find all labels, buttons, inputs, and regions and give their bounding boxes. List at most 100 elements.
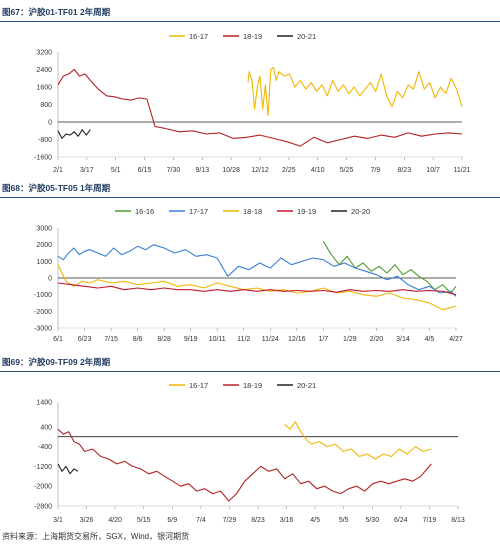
x-tick-label: 7/9 bbox=[371, 167, 381, 174]
chart-title: 图69：沪胶09-TF09 2年周期 bbox=[2, 357, 111, 367]
x-tick-label: 10/11 bbox=[209, 336, 226, 343]
legend-item: 18-19 bbox=[223, 381, 262, 390]
legend-item: 20-20 bbox=[331, 207, 370, 216]
x-tick-label: 6/23 bbox=[78, 336, 92, 343]
legend-item: 18-19 bbox=[223, 32, 262, 41]
y-tick-label: 1400 bbox=[36, 400, 52, 407]
legend-item: 20-21 bbox=[277, 381, 316, 390]
line-chart: 16-17 18-19 20-21 3200 2400 1600 800 0 -800 -1600… bbox=[34, 32, 471, 174]
series-line-20-21 bbox=[57, 129, 91, 139]
legend-label: 18-18 bbox=[243, 207, 262, 216]
x-tick-label: 2/1 bbox=[53, 167, 63, 174]
x-tick-label: 8/23 bbox=[397, 167, 411, 174]
chart-panel-68: 图68：沪胶05-TF05 1年周期 16-16 17-17 18-18 19-19 2… bbox=[0, 180, 500, 350]
x-tick-label: 11/24 bbox=[262, 336, 279, 343]
legend-label: 17-17 bbox=[189, 207, 208, 216]
y-tick-label: 0 bbox=[48, 120, 52, 127]
y-tick-label: 3000 bbox=[36, 226, 52, 233]
x-tick-label: 11/21 bbox=[454, 167, 471, 174]
series-line-20-21 bbox=[57, 463, 79, 475]
x-tick-label: 8/13 bbox=[451, 517, 465, 524]
x-tick-label: 3/17 bbox=[80, 167, 94, 174]
title-divider bbox=[0, 371, 500, 372]
y-tick-label: 2000 bbox=[36, 242, 52, 249]
legend-label: 18-19 bbox=[243, 32, 262, 41]
y-tick-label: -3000 bbox=[34, 326, 52, 333]
x-tick-label: 5/30 bbox=[365, 517, 379, 524]
series-line-18-19 bbox=[57, 68, 463, 147]
y-tick-label: 3200 bbox=[36, 50, 52, 57]
x-tick-label: 5/5 bbox=[339, 517, 349, 524]
legend-label: 19-19 bbox=[297, 207, 316, 216]
source-note: 资料来源：上海期货交易所，SGX，Wind，银河期货 bbox=[2, 532, 190, 541]
legend-item: 16-16 bbox=[115, 207, 154, 216]
series-line-16-17 bbox=[247, 66, 463, 116]
y-tick-label: -2000 bbox=[34, 484, 52, 491]
x-tick-label: 1/7 bbox=[318, 336, 328, 343]
series-line-18-19 bbox=[57, 428, 432, 502]
series-line-16-16 bbox=[322, 241, 457, 294]
chart-title: 图67：沪胶01-TF01 2年周期 bbox=[2, 7, 111, 17]
y-tick-label: 400 bbox=[40, 424, 52, 431]
x-tick-label: 10/7 bbox=[426, 167, 440, 174]
legend-item: 16-17 bbox=[169, 381, 208, 390]
x-tick-label: 2/20 bbox=[370, 336, 384, 343]
legend-item: 20-21 bbox=[277, 32, 316, 41]
legend-label: 20-20 bbox=[351, 207, 370, 216]
series-line-19-19 bbox=[57, 282, 457, 296]
y-tick-label: -2000 bbox=[34, 309, 52, 316]
title-divider bbox=[0, 197, 500, 198]
x-tick-label: 5/25 bbox=[340, 167, 354, 174]
x-tick-label: 4/20 bbox=[108, 517, 122, 524]
legend-item: 17-17 bbox=[169, 207, 208, 216]
chart-panel-69: 图69：沪胶09-TF09 2年周期 16-17 18-19 20-21 1400 40… bbox=[0, 354, 500, 529]
x-tick-label: 6/9 bbox=[167, 517, 177, 524]
legend-label: 16-17 bbox=[189, 381, 208, 390]
x-tick-label: 11/2 bbox=[237, 336, 250, 343]
x-tick-label: 4/5 bbox=[310, 517, 320, 524]
x-tick-label: 4/27 bbox=[449, 336, 463, 343]
series-line-18-18 bbox=[57, 264, 457, 311]
x-tick-label: 5/15 bbox=[137, 517, 151, 524]
y-tick-label: 0 bbox=[48, 276, 52, 283]
line-chart: 16-17 18-19 20-21 1400 400 -400 -1200 -2000 -280… bbox=[34, 381, 465, 524]
legend-label: 20-21 bbox=[297, 32, 316, 41]
x-tick-label: 3/1 bbox=[53, 517, 63, 524]
x-tick-label: 3/16 bbox=[280, 517, 294, 524]
x-tick-label: 7/29 bbox=[223, 517, 237, 524]
chart-title: 图68：沪胶05-TF05 1年周期 bbox=[2, 183, 111, 193]
x-tick-label: 8/6 bbox=[133, 336, 143, 343]
legend-label: 16-16 bbox=[135, 207, 154, 216]
x-tick-label: 2/25 bbox=[282, 167, 296, 174]
x-tick-label: 10/28 bbox=[222, 167, 240, 174]
legend-item: 16-17 bbox=[169, 32, 208, 41]
series-line-17-17 bbox=[57, 244, 457, 297]
y-tick-label: 1000 bbox=[36, 259, 52, 266]
y-tick-label: -1600 bbox=[34, 155, 52, 162]
title-divider bbox=[0, 21, 500, 22]
x-tick-label: 6/24 bbox=[394, 517, 408, 524]
y-tick-label: -1000 bbox=[34, 292, 52, 299]
x-tick-label: 7/15 bbox=[104, 336, 118, 343]
legend-label: 20-21 bbox=[297, 381, 316, 390]
x-tick-label: 3/14 bbox=[396, 336, 410, 343]
legend-label: 18-19 bbox=[243, 381, 262, 390]
x-tick-label: 7/19 bbox=[423, 517, 437, 524]
chart-panel-67: 图67：沪胶01-TF01 2年周期 16-17 18-19 20-21 3200 24… bbox=[0, 0, 500, 180]
legend-item: 18-18 bbox=[223, 207, 262, 216]
x-tick-label: 7/4 bbox=[196, 517, 206, 524]
y-tick-label: 800 bbox=[40, 102, 52, 109]
y-tick-label: -2800 bbox=[34, 504, 52, 511]
series-line-16-17 bbox=[284, 421, 432, 460]
x-tick-label: 6/15 bbox=[138, 167, 152, 174]
y-tick-label: 1600 bbox=[36, 85, 52, 92]
x-tick-label: 4/5 bbox=[425, 336, 435, 343]
x-tick-label: 5/1 bbox=[111, 167, 121, 174]
y-tick-label: -1200 bbox=[34, 464, 52, 471]
x-tick-label: 8/23 bbox=[251, 517, 265, 524]
x-tick-label: 7/30 bbox=[167, 167, 181, 174]
legend-label: 16-17 bbox=[189, 32, 208, 41]
x-tick-label: 8/28 bbox=[157, 336, 171, 343]
y-tick-label: -800 bbox=[38, 137, 52, 144]
x-tick-label: 6/1 bbox=[53, 336, 63, 343]
